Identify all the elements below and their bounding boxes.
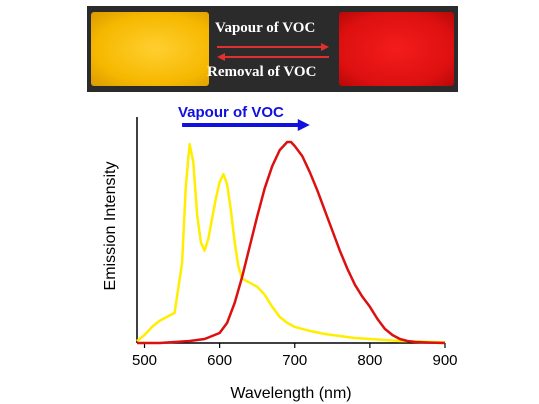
annotation: Vapour of VOC bbox=[178, 104, 310, 131]
yellow-emission-line bbox=[136, 142, 446, 344]
x-tick-label: 800 bbox=[357, 352, 382, 369]
removal-label: Removal of VOC bbox=[207, 64, 317, 80]
yellow-sample-photo bbox=[91, 12, 209, 86]
x-tick-label: 900 bbox=[432, 352, 457, 369]
red-sample-photo bbox=[339, 12, 454, 86]
x-axis-title: Wavelength (nm) bbox=[230, 385, 351, 402]
annotation-text: Vapour of VOC bbox=[178, 104, 284, 121]
y-axis-title: Emission Intensity bbox=[102, 162, 119, 291]
vapour-label: Vapour of VOC bbox=[215, 20, 316, 36]
red-emission-line bbox=[137, 140, 446, 345]
x-tick-label: 500 bbox=[132, 352, 157, 369]
x-tick-label: 600 bbox=[207, 352, 232, 369]
series-group bbox=[136, 140, 446, 345]
switch-arrows-icon bbox=[217, 43, 329, 61]
voc-photo-banner: Vapour of VOC Removal of VOC bbox=[87, 6, 458, 92]
x-ticks: 500 600 700 800 900 bbox=[132, 343, 458, 369]
annotation-arrow-head bbox=[297, 119, 310, 131]
x-tick-label: 700 bbox=[282, 352, 307, 369]
